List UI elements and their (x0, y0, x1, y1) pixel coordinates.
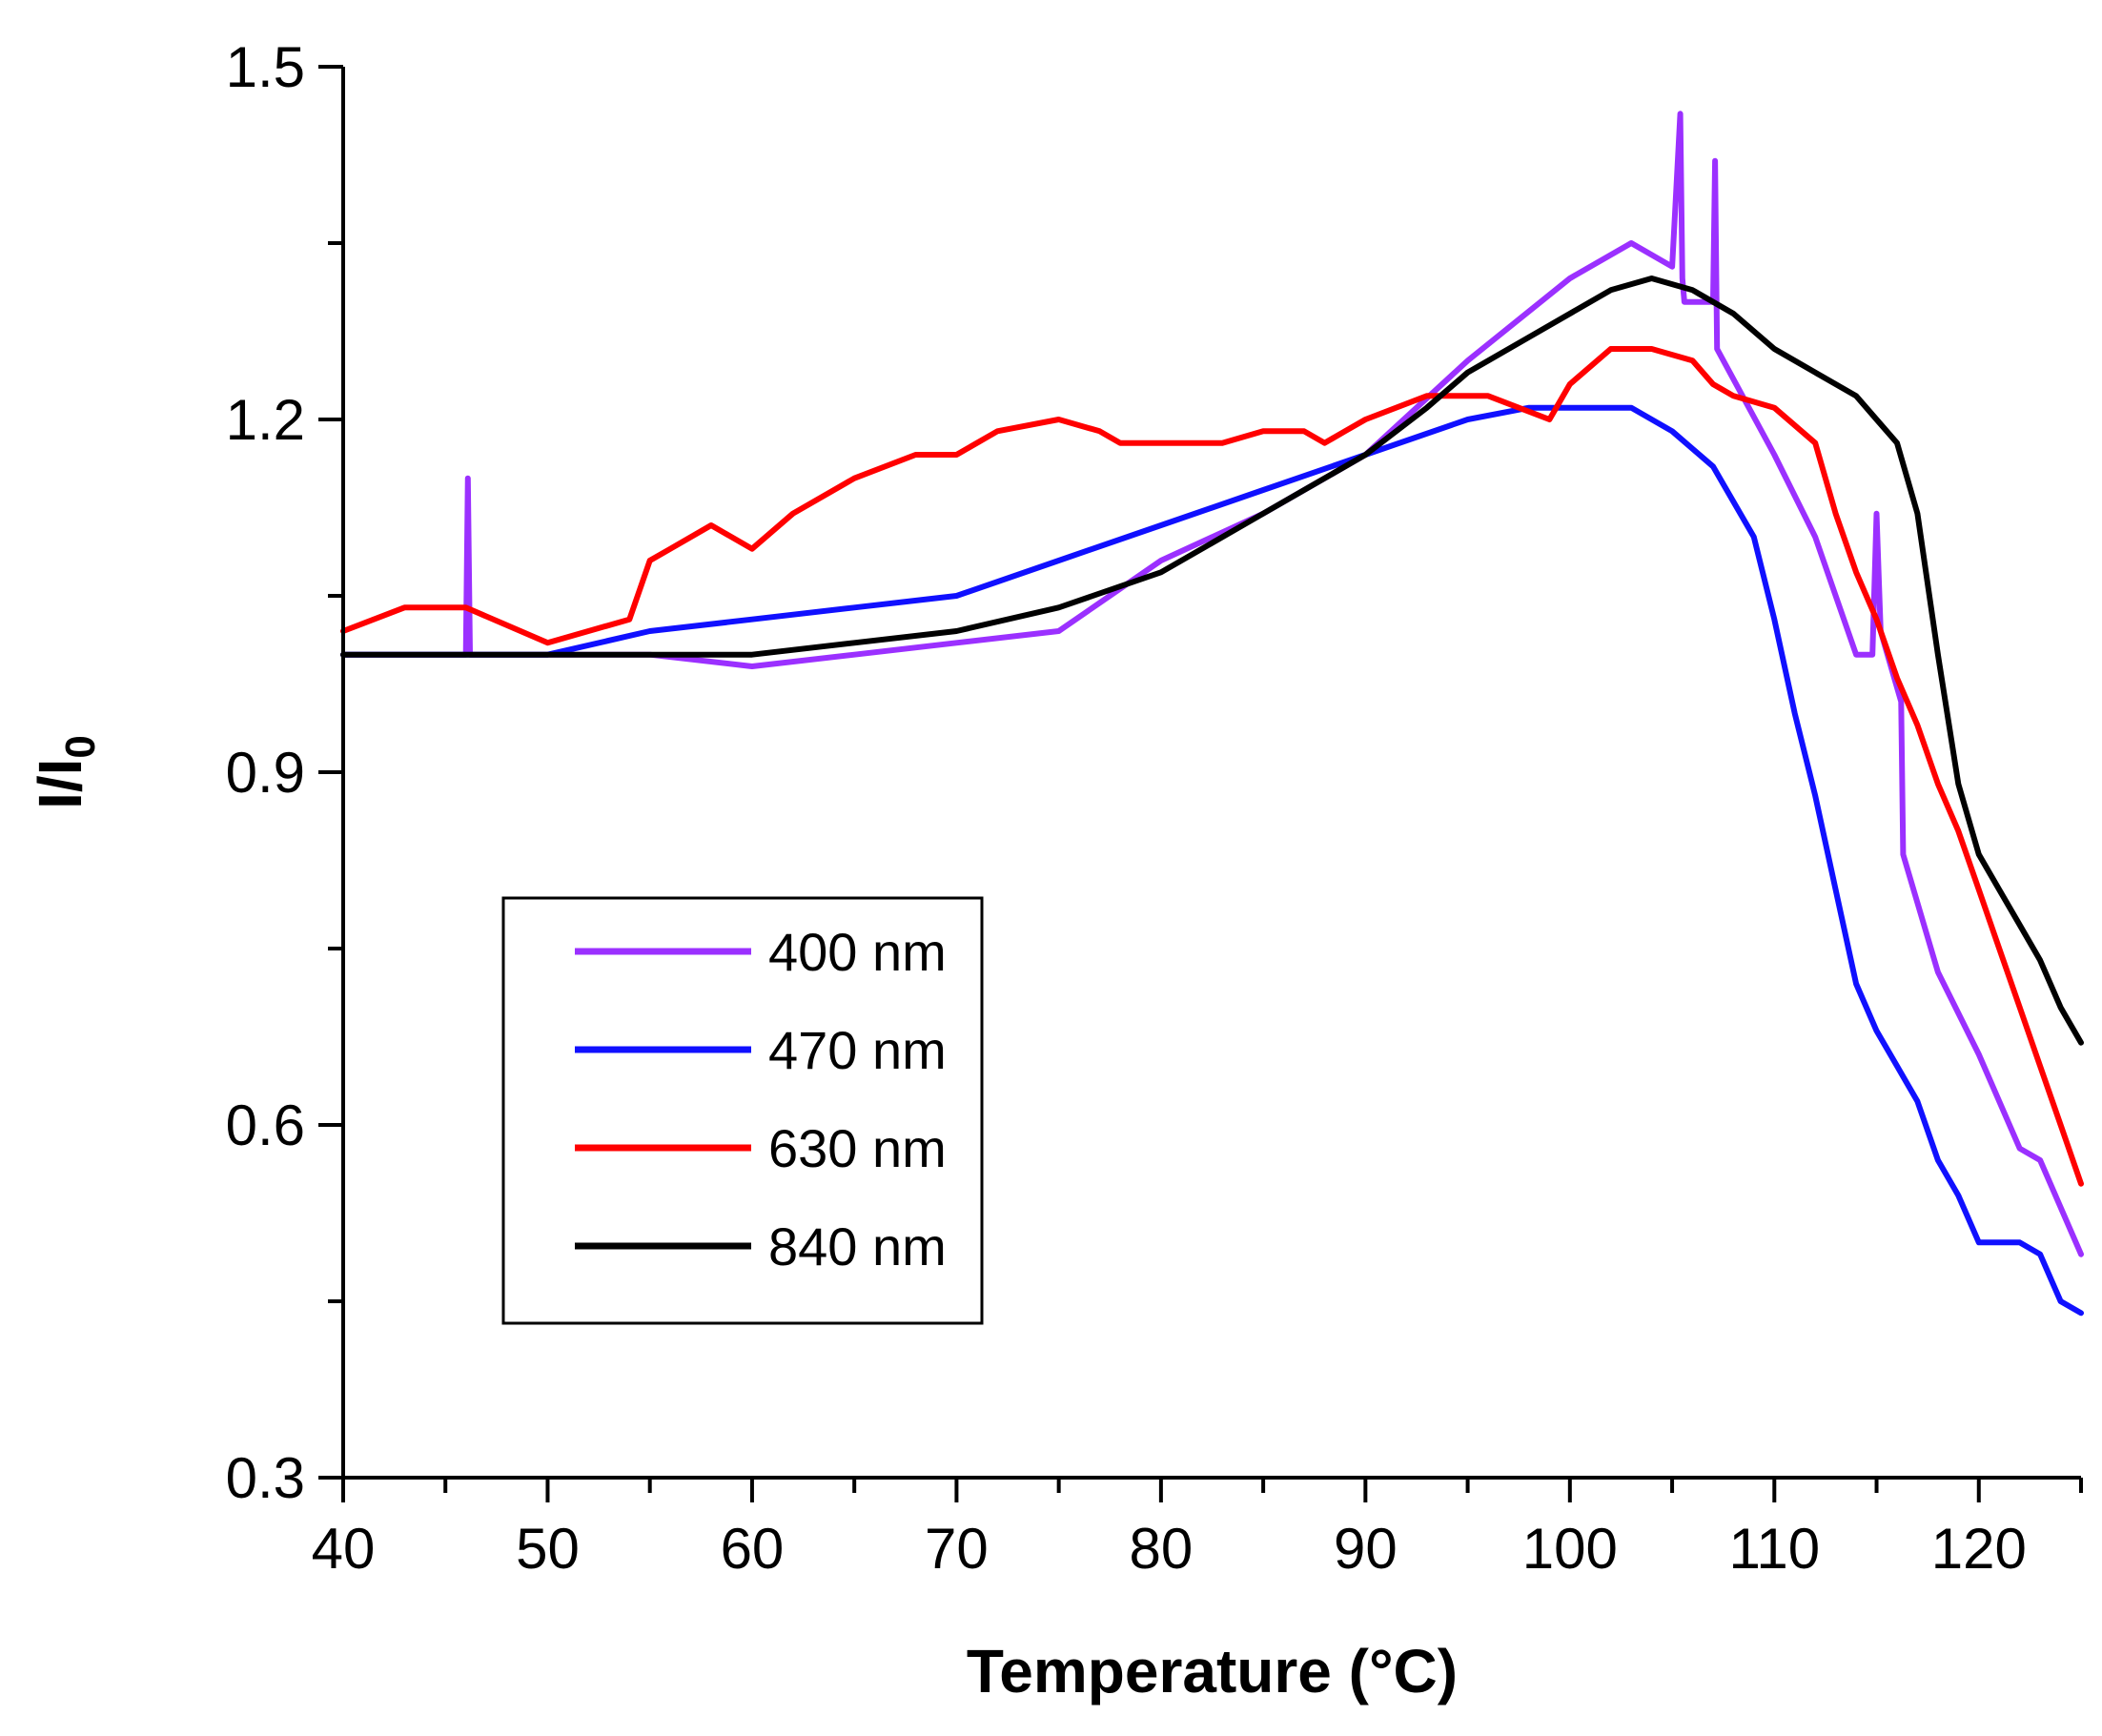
x-tick-label: 80 (1130, 1517, 1194, 1581)
legend-label: 630 nm (768, 1118, 947, 1178)
y-tick-label: 1.5 (226, 35, 305, 99)
x-tick-label: 90 (1334, 1517, 1398, 1581)
series-line-840-nm (340, 276, 2084, 1046)
legend: 400 nm 470 nm 630 nm 840 nm (501, 896, 984, 1325)
x-tick-label: 70 (925, 1517, 989, 1581)
ticks (318, 65, 2083, 1502)
y-tick-label: 0.6 (226, 1093, 305, 1157)
x-tick-label: 110 (1728, 1517, 1820, 1581)
legend-items: 400 nm 470 nm 630 nm 840 nm (575, 922, 947, 1276)
legend-label: 470 nm (768, 1020, 947, 1080)
y-axis-title: I/I0 (26, 735, 104, 809)
y-tick-label: 0.3 (226, 1446, 305, 1510)
y-tick-label: 1.2 (226, 388, 305, 452)
legend-label: 840 nm (768, 1216, 947, 1276)
tick-labels: 40 50 60 70 80 90 100 110 120 0.3 0.6 0.9 1.2 1.5 (226, 35, 2027, 1581)
y-axis-title-main: I/I (26, 759, 94, 809)
legend-label: 400 nm (768, 922, 947, 982)
x-tick-label: 120 (1931, 1517, 2027, 1581)
series-line-630-nm (340, 346, 2084, 1187)
x-axis-title: Temperature (°C) (967, 1637, 1458, 1705)
y-tick-label: 0.9 (226, 741, 305, 805)
series-line-470-nm (340, 404, 2084, 1317)
x-tick-label: 40 (312, 1517, 376, 1581)
x-tick-label: 100 (1522, 1517, 1618, 1581)
y-axis-title-subscript: 0 (57, 735, 104, 758)
series-layer (340, 111, 2084, 1317)
x-tick-label: 50 (516, 1517, 580, 1581)
legend-box (501, 896, 984, 1325)
x-tick-label: 60 (721, 1517, 785, 1581)
